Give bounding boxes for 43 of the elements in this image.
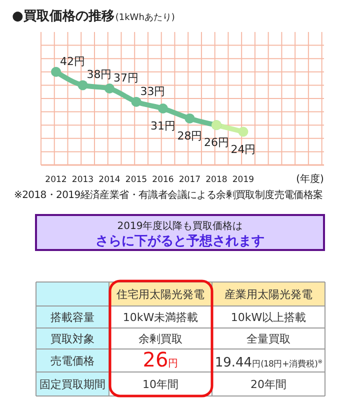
x-tick-label: 2016 bbox=[152, 175, 174, 185]
x-tick-label: 2012 bbox=[45, 175, 67, 185]
text: 余剰買取 bbox=[138, 332, 182, 346]
x-tick-label: 2014 bbox=[98, 175, 120, 185]
x-tick-label: 2018 bbox=[206, 175, 228, 185]
text: さらに下がると予想されます bbox=[96, 233, 264, 249]
data-label: 37円 bbox=[113, 72, 138, 85]
text: 2019年度以降も買取価格は bbox=[117, 220, 243, 232]
data-label: 42円 bbox=[60, 54, 85, 68]
point bbox=[51, 66, 61, 77]
text: ※2018・2019経済産業省・有識者会議による余剰買取制度売電価格案 bbox=[14, 189, 324, 201]
x-axis-title: (年度) bbox=[296, 173, 324, 185]
chart-title: ●買取価格の推移 bbox=[12, 9, 114, 24]
category-label: 買取対象 bbox=[50, 332, 94, 346]
text: 19.44円(18円+消費税)$^{※}$ bbox=[214, 356, 322, 370]
x-tick-label: 2017 bbox=[178, 175, 201, 185]
text: 10年間 bbox=[142, 378, 178, 391]
category-label: 産業用太陽光発電 bbox=[224, 288, 312, 301]
point bbox=[131, 96, 142, 107]
text: 10kW以上搭載 bbox=[230, 311, 306, 324]
point bbox=[78, 80, 88, 90]
category-label: 売電価格 bbox=[50, 354, 94, 368]
text: 26円 bbox=[142, 348, 178, 372]
text: 全量買取 bbox=[246, 332, 290, 346]
point bbox=[158, 103, 168, 114]
x-tick-label: 2015 bbox=[125, 175, 148, 185]
chart-subtitle: (1kWhあたり) bbox=[115, 13, 175, 23]
data-label: 28円 bbox=[177, 129, 202, 142]
data-label: 31円 bbox=[150, 119, 176, 132]
text: 10kW未満搭載 bbox=[122, 311, 198, 324]
category-label: 固定買取期間 bbox=[40, 378, 106, 391]
data-label: 24円 bbox=[230, 142, 256, 156]
data-label: 26円 bbox=[204, 136, 229, 150]
text: 20年間 bbox=[250, 378, 286, 391]
point bbox=[104, 84, 114, 94]
point bbox=[238, 126, 248, 137]
data-label: 38円 bbox=[86, 68, 112, 82]
x-tick-label: 2019 bbox=[232, 175, 254, 185]
category-label: 住宅用太陽光発電 bbox=[116, 288, 204, 301]
x-tick-label: 2013 bbox=[72, 175, 94, 185]
point bbox=[184, 113, 195, 124]
category-label: 搭載容量 bbox=[50, 311, 94, 324]
data-label: 33円 bbox=[140, 84, 166, 98]
